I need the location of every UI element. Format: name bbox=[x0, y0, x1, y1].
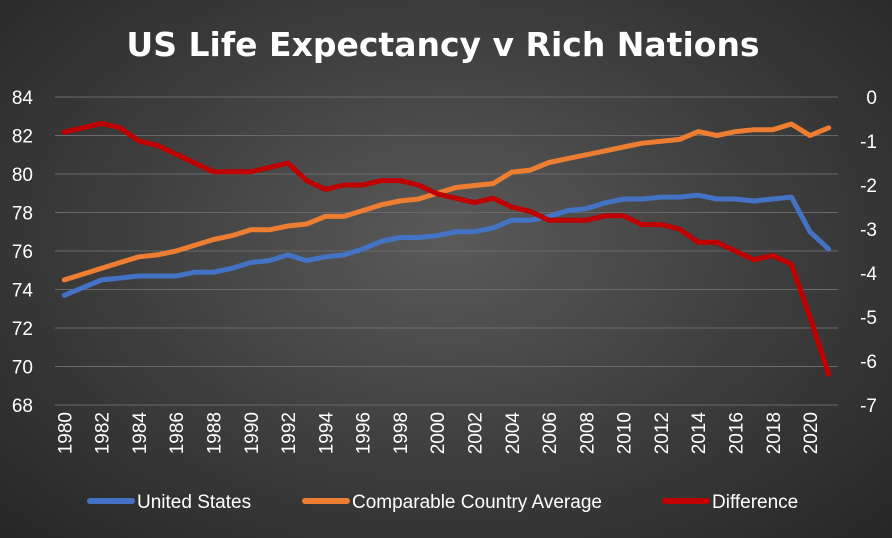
x-tick-label: 1986 bbox=[167, 412, 188, 454]
series-line-united-states bbox=[61, 192, 832, 298]
x-tick-label: 2004 bbox=[503, 412, 524, 455]
x-tick-label: 2020 bbox=[801, 412, 822, 454]
x-tick-label: 2016 bbox=[726, 412, 747, 454]
right-tick-label: -1 bbox=[860, 132, 877, 153]
x-tick-label: 2000 bbox=[428, 412, 449, 454]
right-tick-label: -3 bbox=[860, 220, 877, 241]
series-line-difference bbox=[61, 120, 832, 377]
chart-title: US Life Expectancy v Rich Nations bbox=[126, 25, 759, 64]
left-tick-label: 74 bbox=[12, 281, 34, 302]
x-tick-label: 2018 bbox=[764, 412, 785, 454]
left-tick-label: 84 bbox=[12, 88, 34, 109]
x-tick-label: 2002 bbox=[465, 412, 486, 454]
left-tick-label: 82 bbox=[12, 127, 33, 148]
legend: United States Comparable Country Average D… bbox=[87, 492, 798, 513]
left-tick-label: 76 bbox=[12, 242, 33, 263]
right-tick-label: -4 bbox=[860, 264, 877, 285]
x-tick-label: 1992 bbox=[279, 412, 300, 454]
x-tick-label: 1980 bbox=[55, 412, 76, 454]
left-tick-label: 70 bbox=[12, 358, 33, 379]
left-axis-ticks: 68 70 72 74 76 78 80 82 84 bbox=[12, 88, 34, 417]
x-tick-label: 2014 bbox=[689, 412, 710, 455]
x-tick-label: 2008 bbox=[577, 412, 598, 454]
x-tick-label: 1996 bbox=[354, 412, 375, 454]
left-tick-label: 78 bbox=[12, 204, 33, 225]
x-tick-label: 1984 bbox=[130, 412, 151, 455]
x-tick-label: 1988 bbox=[204, 412, 225, 454]
x-tick-label: 2006 bbox=[540, 412, 561, 454]
x-tick-label: 2012 bbox=[652, 412, 673, 454]
right-axis-ticks: -7 -6 -5 -4 -3 -2 -1 0 bbox=[860, 88, 877, 417]
left-tick-label: 68 bbox=[12, 396, 33, 417]
left-tick-label: 80 bbox=[12, 165, 33, 186]
right-tick-label: -6 bbox=[860, 352, 877, 373]
legend-label: Comparable Country Average bbox=[352, 492, 602, 513]
x-tick-label: 1982 bbox=[93, 412, 114, 454]
right-tick-label: -2 bbox=[860, 176, 877, 197]
left-tick-label: 72 bbox=[12, 319, 33, 340]
x-axis-ticks: 1980 1982 1984 1986 1988 1990 1992 1994 1996 1998… bbox=[55, 412, 822, 455]
right-tick-label: 0 bbox=[866, 88, 877, 109]
x-tick-label: 1994 bbox=[316, 412, 337, 455]
x-tick-label: 2010 bbox=[615, 412, 636, 454]
legend-label: Difference bbox=[712, 492, 798, 513]
right-tick-label: -5 bbox=[860, 308, 877, 329]
legend-label: United States bbox=[137, 492, 251, 513]
series-line-comparable-country-average bbox=[61, 121, 832, 283]
x-tick-label: 1990 bbox=[242, 412, 263, 454]
x-tick-label: 1998 bbox=[391, 412, 412, 454]
series-lines bbox=[61, 120, 832, 377]
grid-lines bbox=[55, 96, 838, 406]
right-tick-label: -7 bbox=[860, 396, 877, 417]
